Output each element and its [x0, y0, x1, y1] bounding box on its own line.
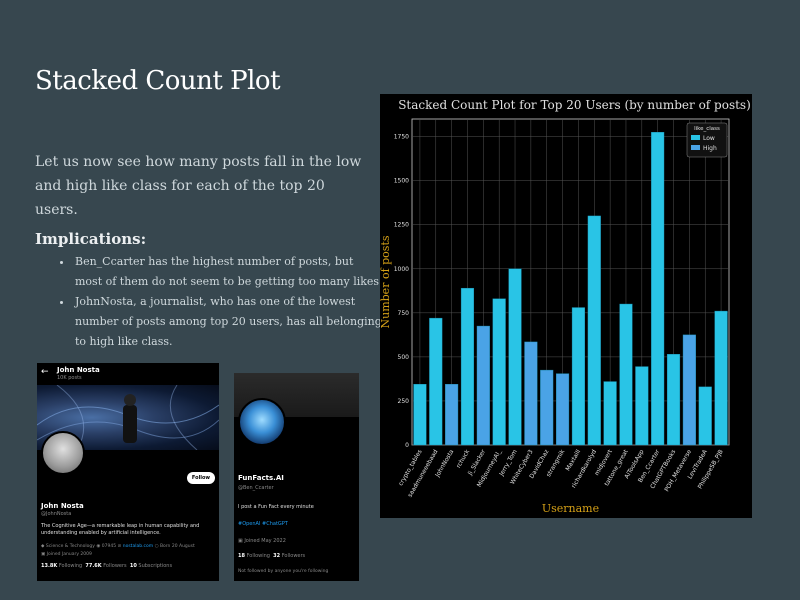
calendar-icon: ▣	[238, 538, 243, 544]
profile-handle: @Ben_Ccarter	[238, 485, 274, 491]
profile-hashtags[interactable]: #OpenAI #ChatGPT	[238, 521, 288, 527]
profile-avatar[interactable]	[238, 398, 286, 446]
implications-heading: Implications:	[35, 230, 147, 248]
category-icon: ◆	[41, 544, 45, 549]
bar-low	[571, 307, 585, 446]
legend-swatch	[691, 145, 700, 150]
link-icon: ⊘	[117, 544, 122, 549]
bar-low	[587, 215, 601, 446]
profile-avatar[interactable]	[41, 431, 85, 475]
profile-category: Science & Technology	[45, 544, 95, 549]
y-tick-label: 500	[398, 354, 410, 361]
followers-count[interactable]: 77.6K	[85, 563, 102, 569]
followers-label[interactable]: Followers	[281, 553, 306, 559]
plot-area	[411, 118, 730, 446]
profile-name: John Nosta	[41, 502, 84, 510]
profile-joined: Joined January 2009	[46, 552, 92, 557]
legend-label: Low	[703, 135, 715, 142]
profile-topbar: ← John Nosta 10K posts	[37, 363, 219, 385]
profile-name: FunFacts.AI	[238, 474, 284, 482]
intro-text: Let us now see how many posts fall in th…	[35, 154, 362, 218]
y-tick-label: 1250	[394, 222, 409, 229]
profile-top-name: John Nosta	[57, 366, 100, 374]
bar-high	[524, 341, 538, 446]
bar-low	[460, 287, 475, 446]
chart-title: Stacked Count Plot for Top 20 Users (by …	[398, 98, 751, 112]
following-count[interactable]: 18	[238, 553, 245, 559]
bar-high	[540, 369, 554, 446]
y-tick-label: 0	[405, 442, 409, 449]
y-tick-label: 750	[398, 310, 410, 317]
following-count[interactable]: 13.8K	[41, 563, 58, 569]
y-tick-label: 1750	[394, 134, 409, 141]
bar-low	[619, 303, 633, 446]
profile-joined: ▣ Joined May 2022	[238, 538, 286, 544]
implication-item: Ben_Ccarter has the highest number of po…	[73, 252, 383, 292]
implications-list: Ben_Ccarter has the highest number of po…	[35, 252, 383, 352]
location-icon: ◉	[96, 544, 101, 549]
back-arrow-icon[interactable]: ←	[41, 367, 49, 377]
profile-card-funfacts: FunFacts.AI @Ben_Ccarter I post a Fun Fa…	[234, 373, 359, 581]
legend-title: like_class	[694, 126, 720, 132]
bar-high	[445, 384, 459, 446]
following-label[interactable]: Following	[58, 563, 83, 569]
implication-item: JohnNosta, a journalist, who has one of …	[73, 292, 383, 352]
stacked-count-chart: 0 250 500 750 1000 1250 1500 1750 crypto_tables s…	[380, 94, 752, 518]
subscriptions-label[interactable]: Subscriptions	[138, 563, 173, 569]
legend-swatch	[691, 135, 700, 140]
x-tick-label: rchuck	[455, 448, 471, 469]
profile-post-count: 10K posts	[57, 375, 82, 381]
bar-low	[698, 386, 712, 446]
bar-low	[714, 310, 728, 446]
y-tick-label: 1000	[394, 266, 409, 273]
bar-low	[429, 317, 443, 446]
bar-low	[651, 132, 665, 446]
profile-meta: ◆ Science & Technology ◉ 07945 ⊘ nostala…	[41, 543, 215, 559]
bar-low	[492, 298, 506, 446]
chart-svg: 02505007501000125015001750crypto_tabless…	[380, 98, 751, 515]
profile-bio: I post a Fun Fact every minute	[238, 504, 314, 510]
profile-bio: The Cognitive Age—a remarkable leap in h…	[41, 523, 200, 536]
y-tick-label: 1500	[394, 178, 409, 185]
bar-low	[508, 268, 522, 446]
follow-button[interactable]: Follow	[187, 472, 215, 484]
profile-born: Born 20 August	[159, 544, 195, 549]
profile-stats: 13.8K Following 77.6K Followers 10 Subsc…	[41, 563, 172, 569]
y-tick-label: 250	[398, 398, 410, 405]
bar-low	[603, 381, 617, 446]
calendar-icon: ▣	[41, 552, 46, 557]
profile-handle: @JohnNosta	[41, 511, 72, 517]
bar-low	[635, 366, 649, 446]
not-followed-note: Not followed by anyone you're following	[238, 569, 329, 574]
profile-card-johnnosta: ← John Nosta 10K posts Follow John Nosta…	[37, 363, 219, 581]
profile-stats: 18 Following 32 Followers	[238, 553, 305, 559]
bar-high	[682, 334, 696, 446]
profile-joined-text: Joined May 2022	[244, 538, 286, 544]
profile-location: 07945	[101, 544, 117, 549]
profile-website-link[interactable]: nostalab.com	[122, 544, 154, 549]
y-axis-label: Number of posts	[380, 235, 392, 328]
x-axis-label: Username	[542, 502, 599, 515]
bar-high	[476, 325, 490, 446]
followers-label[interactable]: Followers	[103, 563, 127, 569]
legend-label: High	[703, 145, 717, 152]
birthday-icon: ○	[154, 544, 159, 549]
followers-count[interactable]: 32	[273, 553, 281, 559]
bar-low	[666, 354, 681, 446]
bar-low	[413, 384, 427, 446]
bar-high	[556, 373, 570, 446]
following-label[interactable]: Following	[246, 553, 270, 559]
subscriptions-count[interactable]: 10	[129, 563, 137, 569]
slide-title: Stacked Count Plot	[35, 66, 281, 96]
